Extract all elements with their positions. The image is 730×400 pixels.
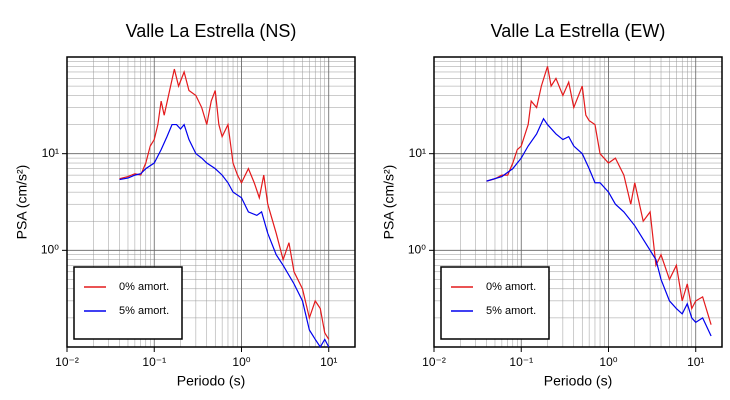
series-line — [119, 68, 330, 340]
chart-title: Valle La Estrella (NS) — [126, 21, 297, 41]
legend-box — [73, 266, 183, 340]
legend-label: 0% amort. — [119, 281, 169, 293]
legend-label: 5% amort. — [119, 305, 169, 317]
x-tick-label: 10⁻¹ — [509, 355, 533, 369]
x-tick-label: 10⁰ — [232, 355, 250, 369]
y-axis-label: PSA (cm/s²) — [14, 165, 30, 240]
series-line — [119, 123, 330, 349]
legend-box — [440, 266, 550, 340]
x-tick-label: 10⁻¹ — [142, 355, 166, 369]
legend-label: 0% amort. — [486, 281, 536, 293]
x-tick-label: 10⁰ — [599, 355, 617, 369]
chart-title: Valle La Estrella (EW) — [491, 21, 666, 41]
series-line — [486, 66, 712, 325]
plot-frame — [433, 56, 723, 348]
x-tick-label: 10¹ — [320, 355, 337, 369]
x-tick-label: 10⁻² — [422, 355, 446, 369]
x-axis-label: Periodo (s) — [544, 373, 612, 389]
y-tick-label: 10¹ — [409, 146, 426, 160]
legend-label: 5% amort. — [486, 305, 536, 317]
plot-frame — [66, 56, 356, 348]
y-tick-label: 10⁰ — [408, 243, 426, 257]
y-tick-label: 10¹ — [42, 146, 59, 160]
y-axis-label: PSA (cm/s²) — [381, 165, 397, 240]
y-tick-label: 10⁰ — [41, 243, 59, 257]
x-axis-label: Periodo (s) — [177, 373, 245, 389]
x-tick-label: 10⁻² — [55, 355, 79, 369]
x-tick-label: 10¹ — [687, 355, 704, 369]
series-line — [486, 117, 712, 337]
